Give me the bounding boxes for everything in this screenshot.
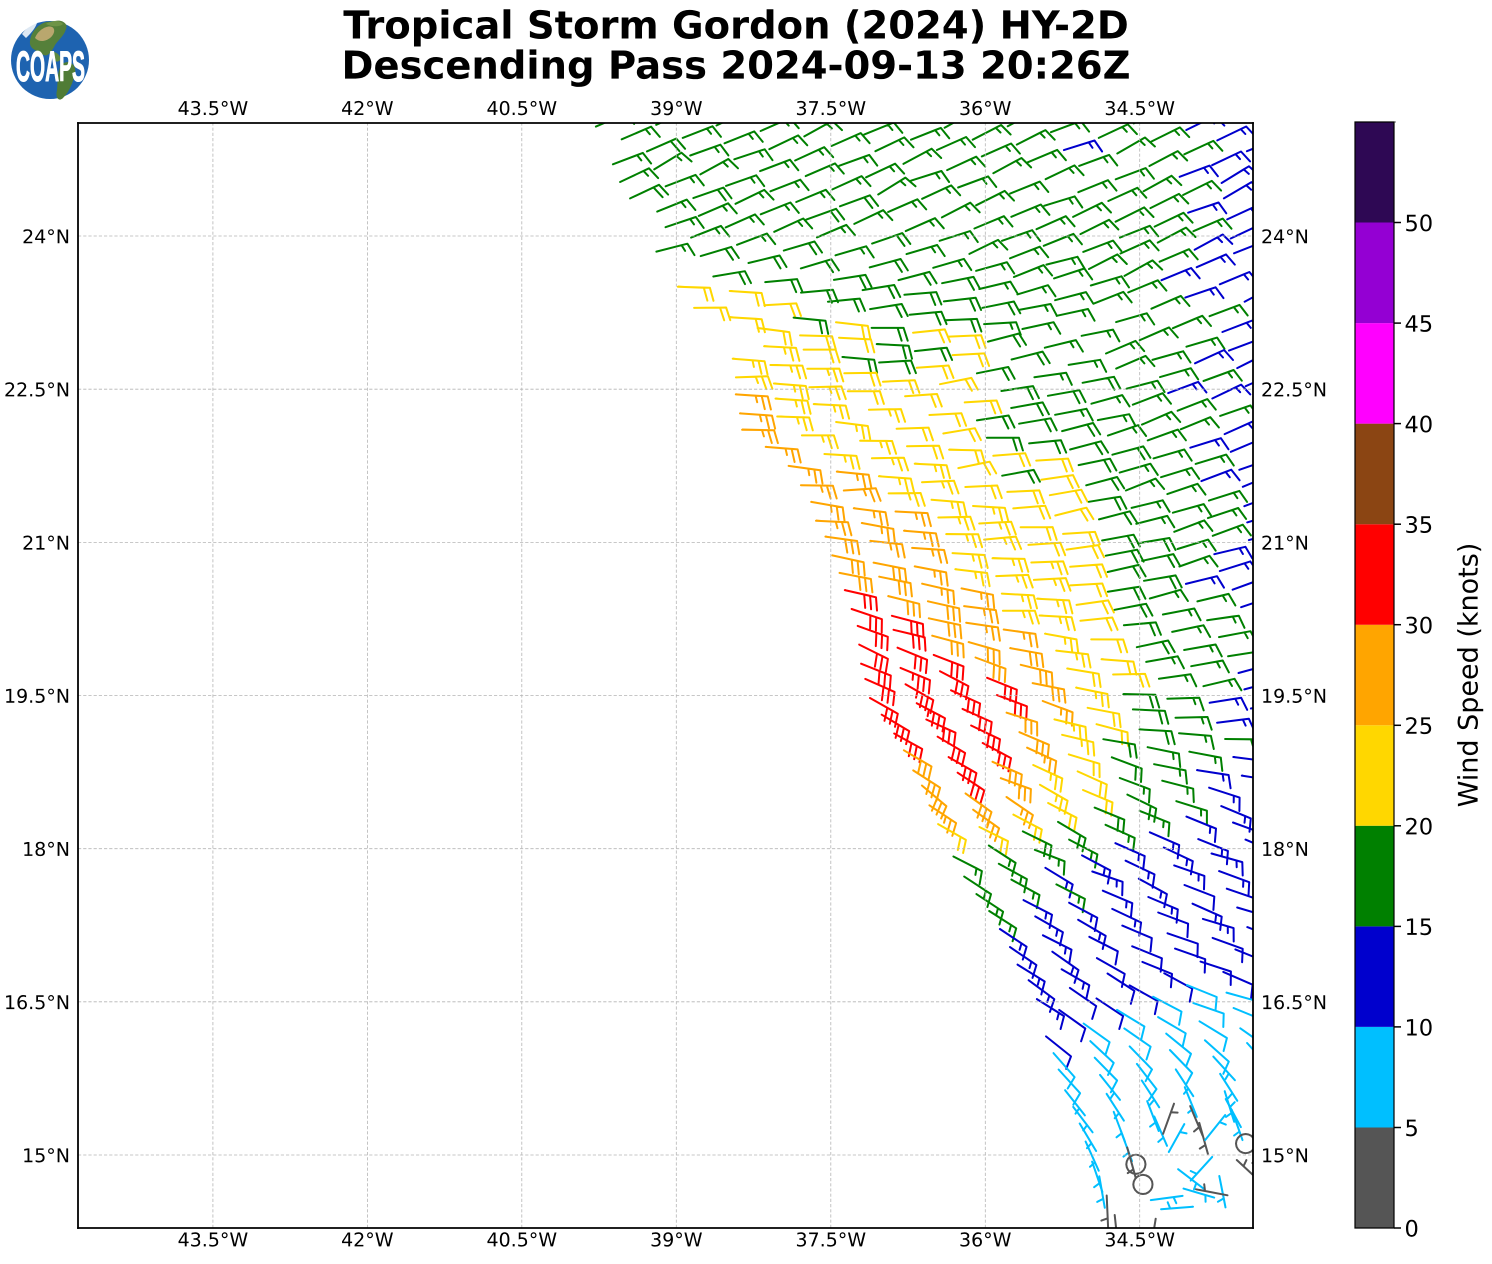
svg-text:COAPS: COAPS [16,43,85,91]
